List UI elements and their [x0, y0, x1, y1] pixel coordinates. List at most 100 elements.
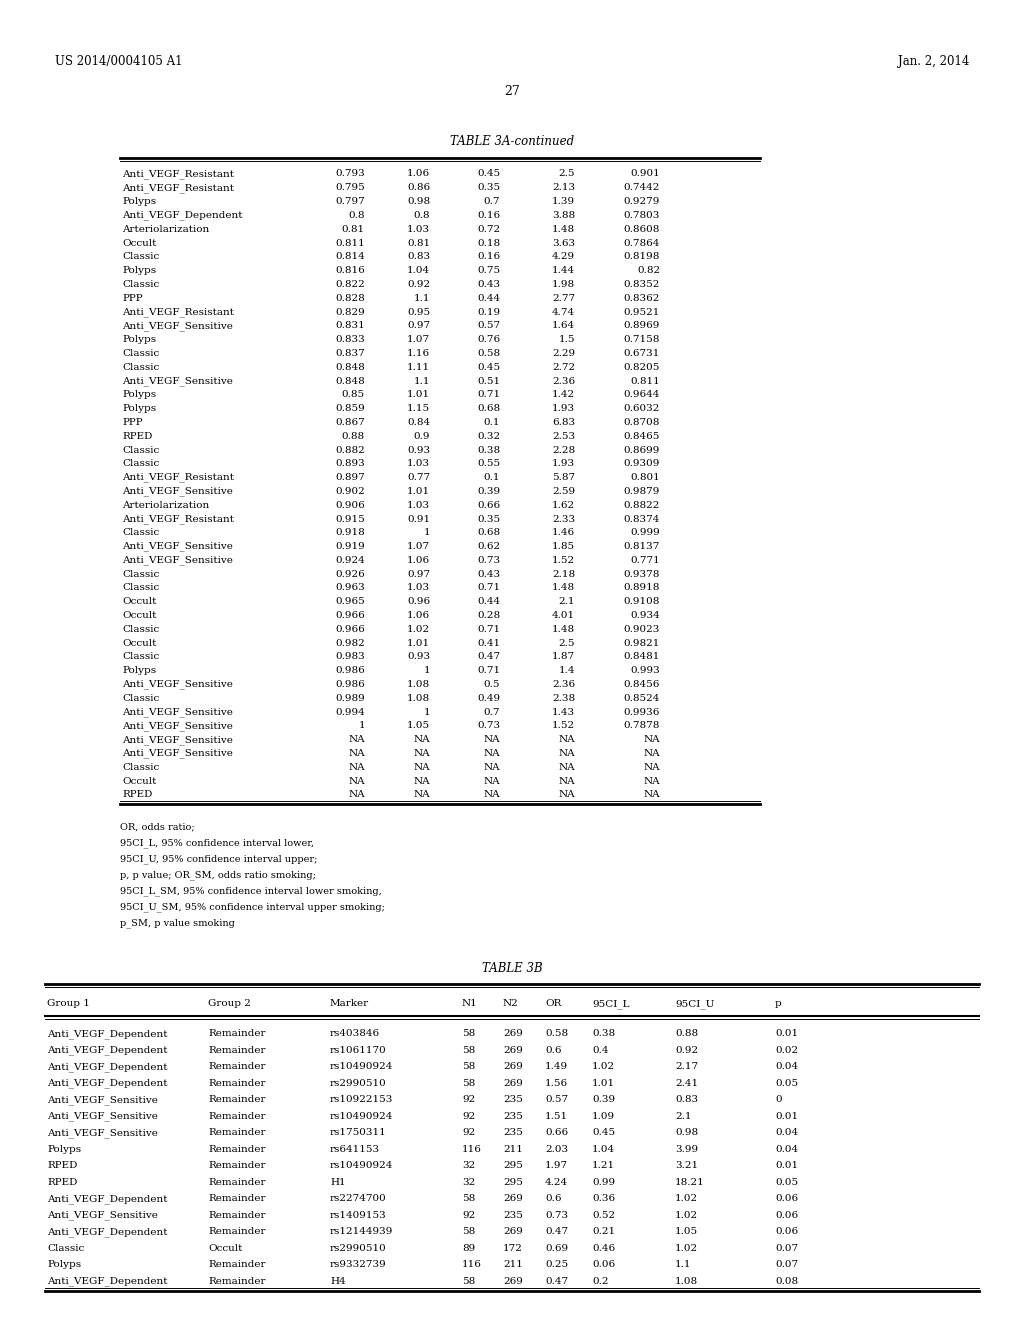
Text: Occult: Occult — [122, 639, 157, 648]
Text: 2.28: 2.28 — [552, 446, 575, 454]
Text: rs2274700: rs2274700 — [330, 1195, 387, 1204]
Text: NA: NA — [483, 763, 500, 772]
Text: 1.09: 1.09 — [592, 1111, 615, 1121]
Text: 0.32: 0.32 — [477, 432, 500, 441]
Text: 0.7158: 0.7158 — [624, 335, 660, 345]
Text: 0.901: 0.901 — [630, 169, 660, 178]
Text: 0.97: 0.97 — [407, 321, 430, 330]
Text: 235: 235 — [503, 1210, 523, 1220]
Text: 0.1: 0.1 — [483, 473, 500, 482]
Text: RPED: RPED — [47, 1162, 78, 1171]
Text: Anti_VEGF_Sensitive: Anti_VEGF_Sensitive — [122, 708, 232, 717]
Text: Anti_VEGF_Resistant: Anti_VEGF_Resistant — [122, 183, 234, 193]
Text: 1.04: 1.04 — [407, 267, 430, 275]
Text: Anti_VEGF_Dependent: Anti_VEGF_Dependent — [122, 211, 243, 220]
Text: 0.98: 0.98 — [407, 197, 430, 206]
Text: 0.46: 0.46 — [592, 1243, 615, 1253]
Text: 0.45: 0.45 — [592, 1129, 615, 1138]
Text: 32: 32 — [462, 1162, 475, 1171]
Text: 6.83: 6.83 — [552, 418, 575, 426]
Text: 172: 172 — [503, 1243, 523, 1253]
Text: 0.8465: 0.8465 — [624, 432, 660, 441]
Text: H4: H4 — [330, 1276, 346, 1286]
Text: 89: 89 — [462, 1243, 475, 1253]
Text: 2.1: 2.1 — [675, 1111, 691, 1121]
Text: 1.52: 1.52 — [552, 556, 575, 565]
Text: 0.986: 0.986 — [335, 680, 365, 689]
Text: 1.16: 1.16 — [407, 348, 430, 358]
Text: N2: N2 — [503, 999, 519, 1008]
Text: 2.77: 2.77 — [552, 294, 575, 302]
Text: 1.21: 1.21 — [592, 1162, 615, 1171]
Text: 1.43: 1.43 — [552, 708, 575, 717]
Text: 0.43: 0.43 — [477, 570, 500, 578]
Text: H1: H1 — [330, 1177, 346, 1187]
Text: 2.5: 2.5 — [558, 639, 575, 648]
Text: Occult: Occult — [122, 597, 157, 606]
Text: 0.07: 0.07 — [775, 1261, 798, 1270]
Text: 58: 58 — [462, 1045, 475, 1055]
Text: Anti_VEGF_Sensitive: Anti_VEGF_Sensitive — [122, 487, 232, 496]
Text: Remainder: Remainder — [208, 1261, 265, 1270]
Text: 0.1: 0.1 — [483, 418, 500, 426]
Text: 0.915: 0.915 — [335, 515, 365, 524]
Text: 0.9936: 0.9936 — [624, 708, 660, 717]
Text: 0.859: 0.859 — [335, 404, 365, 413]
Text: Occult: Occult — [122, 611, 157, 620]
Text: Polyps: Polyps — [122, 667, 156, 676]
Text: 1.08: 1.08 — [407, 680, 430, 689]
Text: Anti_VEGF_Sensitive: Anti_VEGF_Sensitive — [122, 748, 232, 759]
Text: 0.893: 0.893 — [335, 459, 365, 469]
Text: 95CI_L, 95% confidence interval lower,: 95CI_L, 95% confidence interval lower, — [120, 838, 314, 847]
Text: TABLE 3A-continued: TABLE 3A-continued — [450, 135, 574, 148]
Text: 0.83: 0.83 — [675, 1096, 698, 1105]
Text: 0.02: 0.02 — [775, 1045, 798, 1055]
Text: 0.9108: 0.9108 — [624, 597, 660, 606]
Text: 0.91: 0.91 — [407, 515, 430, 524]
Text: 0.73: 0.73 — [477, 556, 500, 565]
Text: 0.919: 0.919 — [335, 543, 365, 552]
Text: 0.86: 0.86 — [407, 183, 430, 193]
Text: 0.35: 0.35 — [477, 515, 500, 524]
Text: 1.02: 1.02 — [592, 1063, 615, 1072]
Text: Anti_VEGF_Dependent: Anti_VEGF_Dependent — [47, 1078, 168, 1088]
Text: 0.926: 0.926 — [335, 570, 365, 578]
Text: 269: 269 — [503, 1276, 523, 1286]
Text: 0.04: 0.04 — [775, 1063, 798, 1072]
Text: 0.06: 0.06 — [775, 1210, 798, 1220]
Text: 0.92: 0.92 — [407, 280, 430, 289]
Text: NA: NA — [414, 791, 430, 800]
Text: rs1409153: rs1409153 — [330, 1210, 387, 1220]
Text: NA: NA — [558, 735, 575, 744]
Text: 0.88: 0.88 — [342, 432, 365, 441]
Text: 1.52: 1.52 — [552, 722, 575, 730]
Text: 0.829: 0.829 — [335, 308, 365, 317]
Text: RPED: RPED — [47, 1177, 78, 1187]
Text: 1.03: 1.03 — [407, 459, 430, 469]
Text: 1.03: 1.03 — [407, 500, 430, 510]
Text: 0.8608: 0.8608 — [624, 224, 660, 234]
Text: 269: 269 — [503, 1030, 523, 1039]
Text: rs10922153: rs10922153 — [330, 1096, 393, 1105]
Text: 0.99: 0.99 — [592, 1177, 615, 1187]
Text: 0.19: 0.19 — [477, 308, 500, 317]
Text: 1.1: 1.1 — [675, 1261, 691, 1270]
Text: 0.08: 0.08 — [775, 1276, 798, 1286]
Text: NA: NA — [643, 748, 660, 758]
Text: PPP: PPP — [122, 418, 142, 426]
Text: 1.4: 1.4 — [558, 667, 575, 676]
Text: NA: NA — [414, 776, 430, 785]
Text: 1.04: 1.04 — [592, 1144, 615, 1154]
Text: 0.9378: 0.9378 — [624, 570, 660, 578]
Text: 0.793: 0.793 — [335, 169, 365, 178]
Text: rs9332739: rs9332739 — [330, 1261, 387, 1270]
Text: 0.816: 0.816 — [335, 267, 365, 275]
Text: 0.797: 0.797 — [335, 197, 365, 206]
Text: 0.51: 0.51 — [477, 376, 500, 385]
Text: NA: NA — [483, 748, 500, 758]
Text: 0.04: 0.04 — [775, 1129, 798, 1138]
Text: 0.68: 0.68 — [477, 404, 500, 413]
Text: NA: NA — [643, 776, 660, 785]
Text: 2.72: 2.72 — [552, 363, 575, 372]
Text: 0.45: 0.45 — [477, 363, 500, 372]
